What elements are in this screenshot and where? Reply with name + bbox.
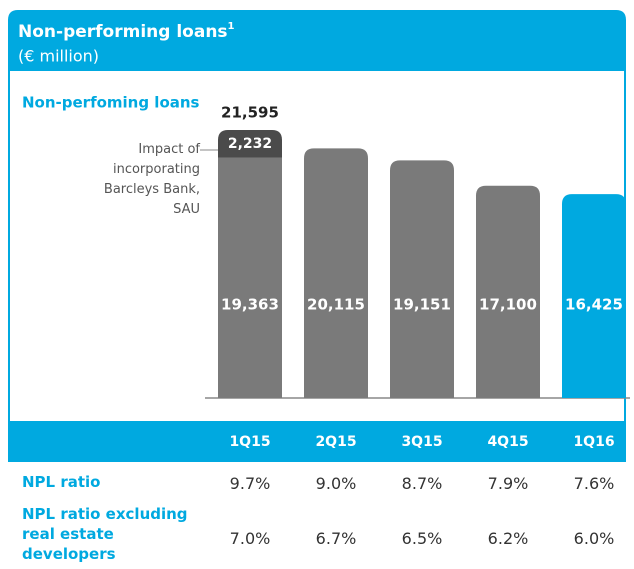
cell-value: 6.5% — [401, 529, 443, 548]
cell-value: 6.7% — [315, 529, 357, 548]
title-note: 1 — [228, 21, 235, 32]
bar — [218, 130, 282, 158]
total-label: 21,595 — [221, 104, 279, 122]
row-label: NPL ratio excluding real estate develope… — [22, 505, 188, 563]
title-text: Non-performing loans — [18, 22, 228, 42]
cell-value: 7.9% — [487, 474, 529, 493]
value-label: 19,151 — [393, 296, 451, 314]
y-label: Non-perfoming loans — [22, 94, 200, 112]
value-label: 17,100 — [479, 296, 537, 314]
x-tick-label: 1Q15 — [229, 434, 270, 450]
header-band — [8, 10, 626, 70]
cell-value: 9.7% — [229, 474, 271, 493]
cell-value: 6.0% — [573, 529, 615, 548]
value-label: 20,115 — [307, 296, 365, 314]
cell-value: 7.0% — [229, 529, 271, 548]
x-tick-label: 3Q15 — [401, 434, 442, 450]
cell-value: 6.2% — [487, 529, 529, 548]
bar — [390, 160, 454, 398]
cell-value: 9.0% — [315, 474, 357, 493]
bar — [476, 185, 540, 398]
category-band — [8, 422, 626, 462]
bar — [304, 148, 368, 398]
x-tick-label: 1Q16 — [573, 434, 614, 450]
cell-value: 7.6% — [573, 474, 615, 493]
chart-title: Non-performing loans1 — [18, 21, 235, 42]
value-label: 19,363 — [221, 296, 279, 314]
row-label: NPL ratio — [22, 473, 101, 491]
impact-annotation: Impact of incorporating Barcleys Bank, S… — [103, 142, 200, 217]
x-tick-label: 4Q15 — [487, 434, 528, 450]
value-label: 16,425 — [565, 296, 623, 314]
bar — [562, 194, 626, 398]
bar — [218, 157, 282, 398]
chart-subtitle: (€ million) — [18, 47, 99, 66]
value-label: 2,232 — [228, 136, 272, 152]
x-tick-label: 2Q15 — [315, 434, 356, 450]
cell-value: 8.7% — [401, 474, 443, 493]
